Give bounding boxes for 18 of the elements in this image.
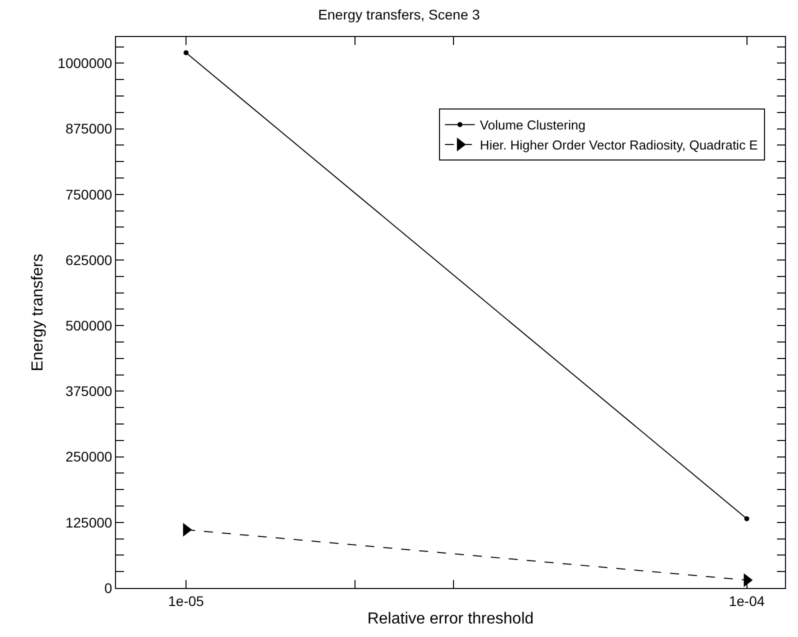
y-tick-label: 875000 xyxy=(65,120,112,137)
x-tick-label: 1e-04 xyxy=(728,592,765,609)
y-tick-label: 500000 xyxy=(65,318,112,334)
x-tick-label: 1e-05 xyxy=(168,592,204,609)
chart-title: Energy transfers, Scene 3 xyxy=(318,6,480,22)
y-tick-label: 0 xyxy=(104,580,112,596)
y-tick-label: 625000 xyxy=(65,252,112,268)
legend-label: Hier. Higher Order Vector Radiosity, Quadratic E xyxy=(480,138,758,153)
legend-label: Volume Clustering xyxy=(480,118,586,133)
y-tick-label: 250000 xyxy=(65,448,112,465)
point xyxy=(184,50,189,56)
point xyxy=(744,516,750,522)
x-axis-title: Relative error threshold xyxy=(367,610,534,628)
y-axis-title: Energy transfers xyxy=(30,254,47,372)
y-tick-label: 125000 xyxy=(65,514,112,530)
y-tick-label: 1000000 xyxy=(58,55,112,72)
y-tick-label: 750000 xyxy=(65,186,112,202)
y-tick-label: 375000 xyxy=(65,383,112,400)
